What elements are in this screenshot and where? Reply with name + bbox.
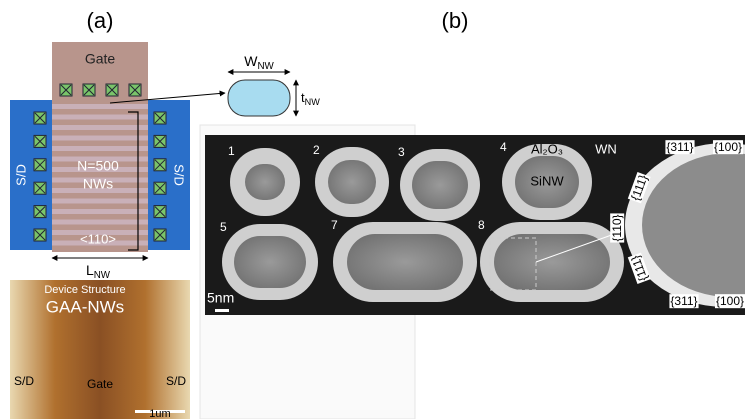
- facet-label: {100}: [714, 140, 742, 154]
- facet-label: {311}: [670, 294, 697, 308]
- nanowire: [52, 115, 148, 120]
- silicon-core: [494, 234, 610, 290]
- metal-label: WN: [595, 141, 617, 156]
- scale-label: 5nm: [207, 290, 234, 306]
- width-label-main: W: [244, 53, 258, 69]
- nanowire-cross-section: [228, 80, 290, 116]
- silicon-core: [412, 161, 468, 209]
- orientation: <110>: [80, 231, 116, 246]
- scale-bar: [215, 309, 229, 312]
- sample-number: 7: [331, 218, 338, 232]
- panel-label: (a): [87, 8, 114, 33]
- silicon-core: [328, 160, 376, 204]
- photo-sd: S/D: [14, 374, 34, 388]
- figure: (a)GateS/DS/DN=500NWs<110>LNWWNWtNWDevic…: [0, 0, 745, 419]
- sample-number: 8: [478, 218, 485, 232]
- photo-title: Device Structure: [44, 284, 125, 296]
- oxide-label: Al₂O₃: [531, 141, 563, 156]
- scale-label: 1um: [149, 408, 170, 419]
- sample-number: 4: [500, 140, 507, 154]
- wire-count: N=500: [77, 158, 119, 174]
- length-label-main: L: [86, 262, 94, 278]
- panel-b: [200, 125, 745, 419]
- photo-label: GAA-NWs: [46, 297, 124, 316]
- silicon-core: [234, 236, 306, 288]
- photo-sd: S/D: [166, 374, 186, 388]
- thickness-label: tNW: [301, 90, 320, 107]
- sample-number: 3: [398, 145, 405, 159]
- silicon-core: [245, 164, 285, 200]
- nanowire: [52, 199, 148, 204]
- sample-number: 1: [228, 144, 235, 158]
- length-label: LNW: [86, 262, 111, 281]
- panel-label: (b): [442, 8, 469, 33]
- nanowire: [52, 125, 148, 130]
- silicon-core: [347, 234, 463, 290]
- width-label: WNW: [244, 53, 274, 72]
- sample-number: 5: [220, 220, 227, 234]
- sample-number: 2: [313, 143, 320, 157]
- sd-label: S/D: [172, 164, 187, 186]
- thickness-label-sub: NW: [305, 97, 321, 107]
- nanowire: [52, 209, 148, 214]
- nanowire: [52, 136, 148, 141]
- gate-label: Gate: [85, 51, 116, 67]
- facet-label: {100}: [716, 294, 744, 308]
- facet-label: {110}: [610, 214, 624, 241]
- core-label: SiNW: [530, 173, 564, 188]
- nanowire: [52, 146, 148, 151]
- nanowire: [52, 220, 148, 225]
- nanowire: [52, 104, 148, 109]
- photo-gate: Gate: [87, 377, 113, 391]
- width-label-sub: NW: [257, 61, 274, 72]
- wire-label: NWs: [83, 176, 113, 192]
- sd-label: S/D: [13, 164, 28, 186]
- length-label-sub: NW: [94, 270, 111, 281]
- facet-label: {311}: [666, 140, 693, 154]
